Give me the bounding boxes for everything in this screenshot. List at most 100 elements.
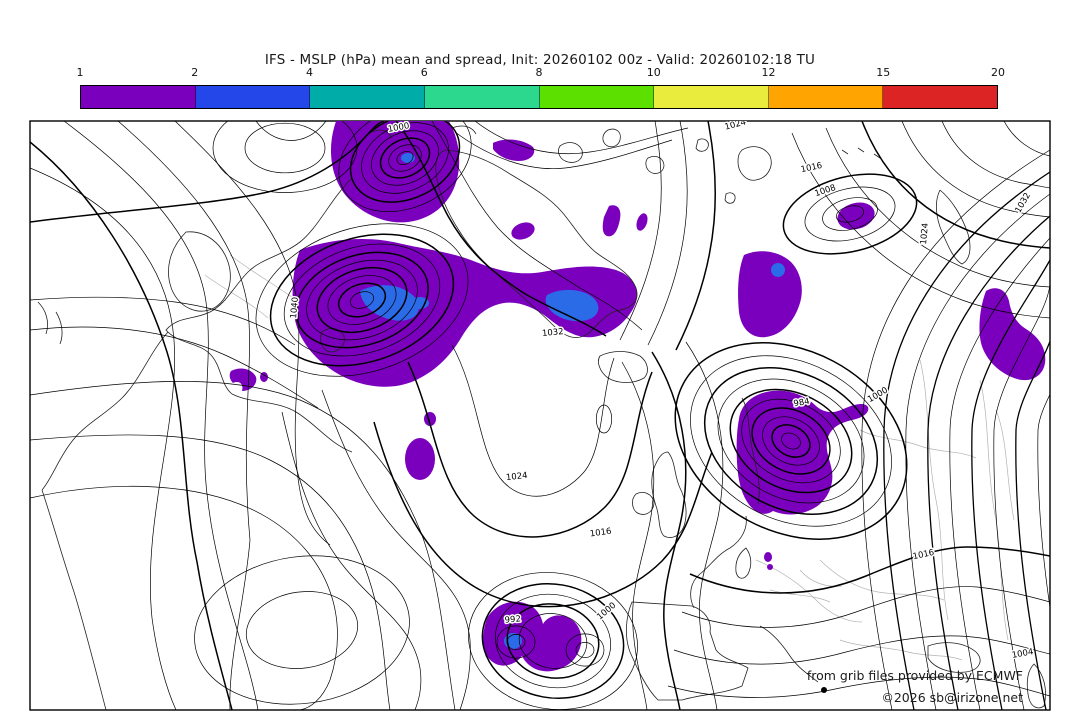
pressure-center-rings-shape — [575, 642, 595, 658]
pressure-center-rings-shape — [762, 416, 820, 466]
isobar-contours-thin-shape — [941, 121, 1050, 189]
pressure-center-rings-shape — [212, 121, 358, 193]
isobar-contours-thin-shape — [619, 121, 662, 341]
spread-region-1-2-shape — [482, 601, 582, 672]
pressure-center-rings-shape — [729, 388, 853, 494]
pressure-value-label: 1032 — [542, 327, 564, 339]
colorbar-segment — [195, 86, 311, 108]
pressure-value-label: 1024 — [919, 223, 931, 245]
eastern-isobar-field-shape — [971, 259, 1050, 710]
pressure-center-rings-shape — [245, 591, 359, 669]
spread-region-1-2-shape — [229, 368, 257, 391]
isobar-contours-thin-shape — [30, 167, 177, 710]
colorbar-tick-label: 12 — [761, 66, 776, 79]
pressure-center-rings-shape — [316, 267, 408, 333]
gray-borders-shape — [919, 359, 949, 621]
colorbar-tick-label: 4 — [306, 66, 313, 79]
spread-region-1-2-shape — [764, 552, 772, 562]
pressure-center-rings-shape — [327, 275, 397, 325]
coastlines-shape — [168, 231, 231, 312]
isobar-contours-bold-shape — [395, 121, 607, 337]
pressure-center-rings-shape — [269, 233, 455, 367]
isobar-contours-thin-shape — [1003, 121, 1050, 157]
colorbar-segment — [81, 86, 196, 108]
gray-borders-shape — [755, 559, 863, 623]
gray-borders-shape — [204, 274, 269, 319]
coastlines-shape — [690, 547, 731, 609]
pressure-center-rings-shape — [349, 291, 375, 309]
coastlines-shape — [651, 451, 687, 538]
gray-borders-shape — [859, 429, 977, 459]
coastlines-shape — [735, 547, 752, 579]
isobar-contours-bold — [30, 121, 1050, 710]
colorbar-segment — [539, 86, 655, 108]
pressure-value-label: 984 — [793, 397, 811, 410]
isobar-contours-bold-shape — [861, 121, 1050, 249]
spread-region-1-2-shape — [405, 438, 435, 480]
pressure-center-rings-shape — [782, 173, 918, 255]
gray-borders-shape — [229, 254, 297, 301]
isobar-contours-thin-shape — [681, 586, 1050, 628]
pressure-center-rings-shape — [506, 634, 526, 650]
isobar-contours-bold-shape — [30, 121, 385, 223]
isobar-contours-thin-shape — [63, 121, 259, 710]
isobar-contours-bold-shape — [689, 546, 1050, 594]
pressure-center-rings-shape — [255, 223, 469, 377]
colorbar-tick-label: 10 — [646, 66, 661, 79]
pressure-center-rings-shape — [751, 407, 831, 475]
pressure-center-rings-shape — [338, 121, 472, 213]
coastlines-shape — [37, 301, 48, 335]
isobar-contours-thin-shape — [673, 635, 1050, 665]
spread-region-1-2-shape — [602, 205, 621, 237]
gray-borders-shape — [819, 559, 945, 601]
pressure-center-rings-shape — [674, 342, 908, 540]
isobar-contours-thin-shape — [451, 344, 615, 497]
pressure-center-rings-shape — [244, 122, 326, 174]
gray-borders-shape — [995, 409, 1015, 521]
coastlines-shape — [936, 189, 971, 265]
spread-region-1-2-shape — [767, 564, 773, 570]
isobar-contours-thin-shape — [685, 341, 724, 710]
spread-region-2-4-shape — [771, 263, 785, 277]
colorbar-tick-label: 1 — [76, 66, 84, 79]
isobar-contours-thin-shape — [431, 121, 643, 331]
coastlines-shape — [41, 489, 107, 710]
pressure-value-label: 1016 — [589, 527, 612, 540]
pressure-center-rings-shape — [396, 151, 414, 165]
isobar-contours-thin-shape — [30, 296, 296, 346]
pressure-value-label: 1040 — [289, 297, 301, 319]
isobar-contours-bold-shape — [30, 141, 233, 710]
pressure-center-rings-shape — [494, 593, 612, 689]
pressure-center-rings-shape — [717, 378, 865, 504]
pressure-center-rings-shape — [349, 121, 461, 203]
pressure-center-rings-shape — [496, 625, 536, 659]
isobar-contours-bold-shape — [651, 351, 687, 710]
pressure-center-rings-shape — [481, 582, 625, 700]
map-frame — [29, 120, 1051, 711]
pressure-center-rings-shape — [371, 130, 439, 186]
pressure-center-rings-shape — [337, 282, 387, 318]
coastlines-shape — [371, 129, 393, 139]
pressure-center-rings-shape — [822, 197, 878, 231]
spread-region-1-2-shape — [511, 222, 535, 240]
coastlines-shape — [1026, 663, 1046, 709]
colorbar-segment — [310, 86, 425, 108]
colorbar-tick-label: 15 — [876, 66, 891, 79]
coastlines-shape — [602, 128, 621, 148]
coastlines-shape — [626, 601, 749, 701]
isobar-contours-thin-shape — [474, 121, 689, 155]
isobar-contours-thin-shape — [30, 381, 456, 710]
attribution-line1: from grib files provided by ECMWF — [807, 668, 1023, 683]
isobar-contours-thin-shape — [174, 121, 331, 546]
gray-borders-shape — [839, 639, 963, 661]
colorbar-segment — [768, 86, 884, 108]
coastlines-shape — [724, 192, 736, 204]
isobar-contours-thin-shape — [901, 121, 1050, 218]
pressure-center-rings-shape — [771, 424, 811, 458]
eastern-isobar-field-shape — [861, 149, 1050, 710]
pressure-center-rings-shape — [703, 367, 879, 515]
isobar-contours-thin — [30, 121, 1050, 710]
colorbar-segment — [424, 86, 540, 108]
pressure-value-label: 1024 — [506, 471, 529, 483]
